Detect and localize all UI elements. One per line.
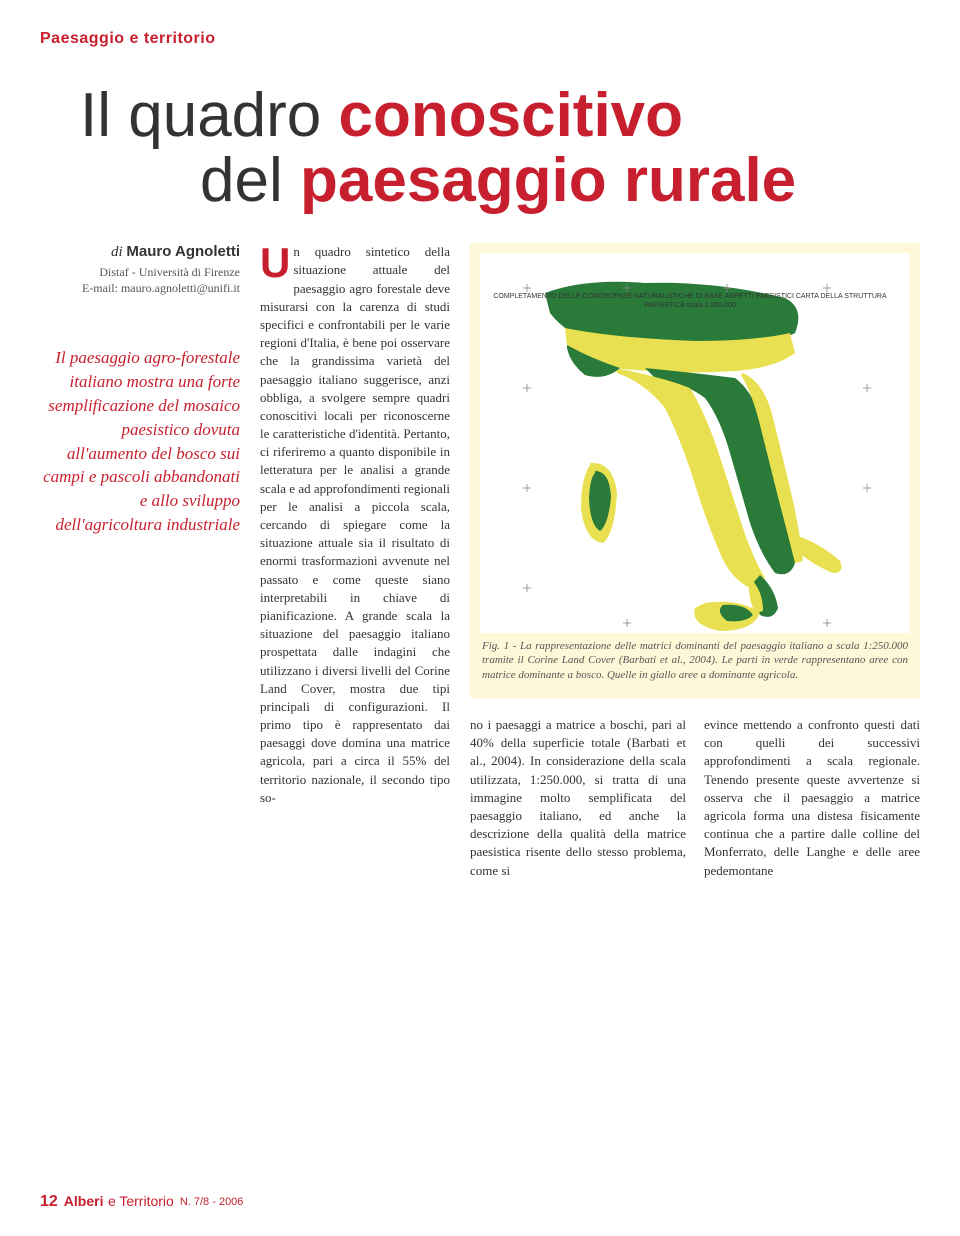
body-text-1: n quadro sintetico della situazione attu… <box>260 244 450 805</box>
title-part2: del <box>200 146 283 215</box>
publication-name-bold: Alberi <box>64 1193 104 1209</box>
title-accent2: paesaggio rurale <box>300 146 796 215</box>
section-header: Paesaggio e territorio <box>40 30 920 48</box>
title-part1: Il quadro <box>80 81 321 150</box>
dropcap: U <box>260 243 293 281</box>
byline: di Mauro Agnoletti <box>40 243 240 261</box>
lower-columns: no i paesaggi a matrice a boschi, pari a… <box>470 716 920 880</box>
right-column: COMPLETAMENTO DELLE CONOSCENZE NATURALIS… <box>470 243 920 880</box>
issue-info: N. 7/8 - 2006 <box>180 1196 244 1208</box>
affiliation-line1: Distaf - Università di Firenze <box>40 265 240 281</box>
left-column: di Mauro Agnoletti Distaf - Università d… <box>40 243 240 880</box>
affiliation: Distaf - Università di Firenze E-mail: m… <box>40 265 240 296</box>
article-title: Il quadro conoscitivo del paesaggio rura… <box>80 83 920 213</box>
figure-1: COMPLETAMENTO DELLE CONOSCENZE NATURALIS… <box>470 243 920 698</box>
title-accent1: conoscitivo <box>339 81 684 150</box>
publication-name-light: e Territorio <box>108 1193 174 1209</box>
content-area: di Mauro Agnoletti Distaf - Università d… <box>40 243 920 880</box>
byline-author: Mauro Agnoletti <box>126 243 240 260</box>
pull-quote: Il paesaggio agro-forestale italiano mos… <box>40 346 240 536</box>
body-column-1: Un quadro sintetico della situazione att… <box>260 243 450 880</box>
body-column-2: no i paesaggi a matrice a boschi, pari a… <box>470 716 686 880</box>
figure-caption: Fig. 1 - La rappresentazione delle matri… <box>480 633 910 688</box>
affiliation-line2: E-mail: mauro.agnoletti@unifi.it <box>40 281 240 297</box>
italy-map: COMPLETAMENTO DELLE CONOSCENZE NATURALIS… <box>480 253 910 633</box>
body-column-3: evince mettendo a confronto questi dati … <box>704 716 920 880</box>
byline-prefix: di <box>111 244 123 260</box>
map-legend: COMPLETAMENTO DELLE CONOSCENZE NATURALIS… <box>480 293 900 310</box>
page-number: 12 <box>40 1193 58 1211</box>
page-footer: 12 Alberi e Territorio N. 7/8 - 2006 <box>40 1193 243 1211</box>
